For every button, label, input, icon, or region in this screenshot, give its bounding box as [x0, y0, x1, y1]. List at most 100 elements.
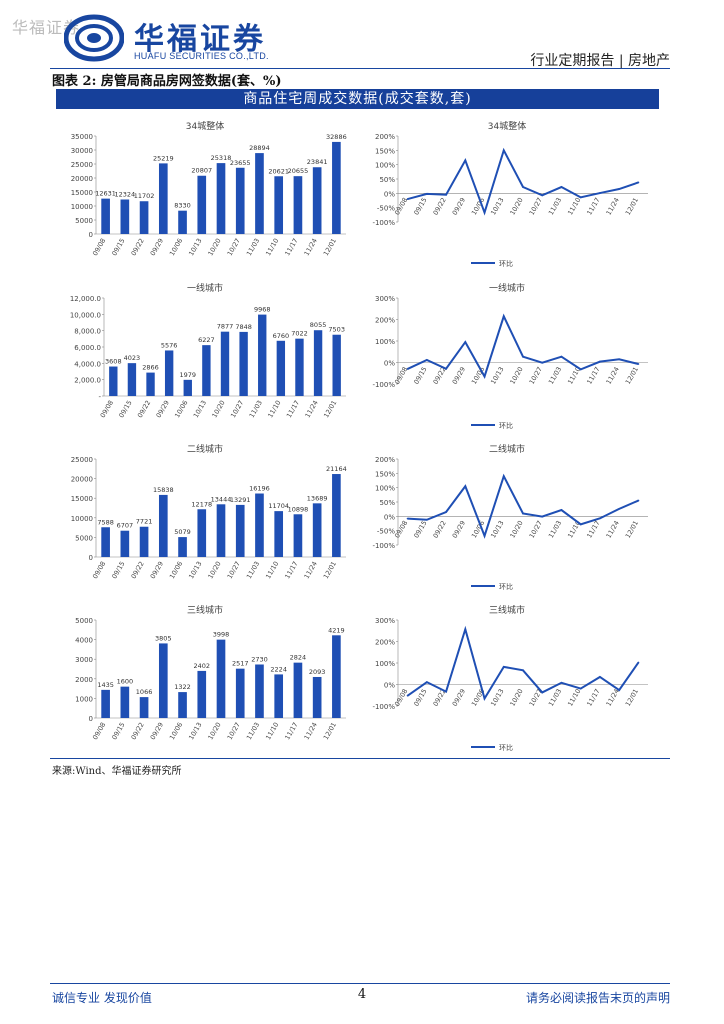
chart-panel-7: 三线城市 0 1000 2000 3000 4000 5000 09/08 09/15 09/22… [56, 598, 354, 756]
x-tick-label: 12/01 [624, 196, 640, 216]
data-label: 20655 [288, 167, 309, 175]
x-tick-label: 10/06 [470, 196, 486, 216]
x-tick-label: 09/08 [91, 237, 107, 257]
bar [183, 379, 192, 396]
line-point [599, 676, 601, 678]
line-point [522, 512, 524, 515]
y-tick-label: 20000 [71, 476, 93, 484]
bar [312, 167, 322, 234]
y-tick-label: 0% [384, 513, 395, 521]
data-label: 5576 [161, 341, 178, 349]
footer-disclaimer: 请务必阅读报告末页的声明 [525, 991, 670, 1005]
bar [101, 527, 110, 557]
y-tick-label: 5000 [75, 217, 93, 225]
x-tick-label: 11/24 [605, 366, 621, 386]
y-tick-label: 5000 [75, 534, 93, 542]
x-tick-label: 10/20 [508, 366, 524, 386]
bar [146, 372, 155, 396]
data-label: 5079 [174, 528, 191, 536]
line-point [560, 509, 563, 511]
x-tick-label: 09/15 [412, 196, 428, 216]
x-tick-label: 11/03 [245, 721, 261, 741]
data-label: 7877 [217, 323, 234, 331]
y-tick-label: -50% [377, 528, 395, 536]
y-tick-label: 100% [375, 660, 395, 668]
bar-chart-34-cities: 34城整体 0 5000 10000 15000 20000 25000 30000 35000… [71, 120, 347, 257]
line-point [406, 198, 409, 200]
line-point [579, 196, 582, 199]
header-divider [50, 68, 670, 69]
bar [178, 692, 187, 718]
line-point [618, 689, 621, 691]
data-label: 2730 [251, 655, 268, 663]
source-divider [50, 758, 670, 759]
data-label: 12631 [95, 190, 116, 198]
figure-banner: 商品住宅周成交数据(成交套数,套) [56, 89, 659, 109]
line-chart-tier1: 一线城市-100%0%100%200%300%09/08 09/15 09/22 09… [372, 282, 648, 430]
y-tick-label: 200% [375, 133, 395, 141]
x-tick-label: 11/17 [283, 560, 299, 580]
y-tick-label: 0% [384, 190, 395, 198]
data-label: 13689 [307, 494, 328, 502]
brand-name-cn: 华福证券 [134, 22, 266, 57]
x-tick-label: 12/01 [624, 519, 640, 539]
x-tick-label: 09/15 [117, 399, 133, 419]
x-tick-label: 09/22 [130, 721, 146, 741]
bar [120, 530, 130, 557]
data-label: 28894 [249, 144, 270, 152]
data-label: 7022 [291, 330, 308, 338]
x-tick-label: 09/29 [149, 237, 165, 257]
bar [312, 503, 322, 557]
line-point [464, 628, 467, 631]
bar [139, 697, 149, 718]
x-tick-label: 11/17 [283, 237, 299, 257]
y-tick-label: 150% [375, 147, 395, 155]
data-label: 7721 [136, 518, 153, 526]
bar [239, 331, 248, 396]
bar [139, 201, 149, 234]
line-point [445, 367, 447, 370]
x-tick-label: 09/29 [155, 399, 171, 419]
x-tick-label: 10/20 [206, 560, 222, 580]
y-tick-label: 150% [375, 470, 395, 478]
x-tick-label: 11/10 [264, 560, 280, 580]
x-tick-label: 10/27 [528, 196, 544, 216]
x-tick-label: 11/10 [566, 196, 582, 216]
watermark: 华福证券 [12, 18, 81, 37]
x-tick-label: 11/17 [585, 196, 601, 216]
chart-title: 34城整体 [488, 120, 526, 132]
bar [255, 664, 264, 718]
data-label: 12324 [115, 190, 136, 198]
bar [332, 474, 341, 557]
data-label: 3805 [155, 634, 172, 642]
x-tick-label: 10/27 [528, 519, 544, 539]
x-tick-label: 11/24 [303, 237, 319, 257]
bar [120, 199, 130, 234]
line-point [637, 499, 640, 502]
line-point [637, 181, 640, 184]
x-tick-label: 10/06 [168, 721, 184, 741]
data-label: 11704 [268, 502, 289, 510]
bar [312, 676, 322, 718]
bar [178, 537, 187, 557]
y-tick-label: 2,000.0 [74, 377, 101, 385]
y-tick-label: 25000 [71, 456, 93, 464]
bar [120, 686, 130, 718]
line-point [560, 355, 563, 358]
x-tick-label: 12/01 [322, 237, 338, 257]
x-tick-label: 11/24 [303, 560, 319, 580]
x-tick-label: 10/20 [206, 237, 222, 257]
y-tick-label: 20000 [71, 175, 93, 183]
series-line [407, 625, 640, 701]
line-point [425, 518, 428, 521]
x-tick-label: 11/17 [283, 721, 299, 741]
line-point [502, 665, 505, 668]
chart-panel-6: 二线城市 -100% -50% 0% 50% 100% 150% 200% 09/08 09/15… [358, 437, 656, 595]
chart-title: 一线城市 [489, 282, 525, 294]
x-tick-label: 09/22 [136, 399, 152, 419]
bar [109, 366, 118, 396]
bar [101, 689, 110, 718]
footer-divider [50, 983, 670, 984]
line-point [483, 211, 486, 214]
data-label: 2093 [309, 668, 326, 676]
